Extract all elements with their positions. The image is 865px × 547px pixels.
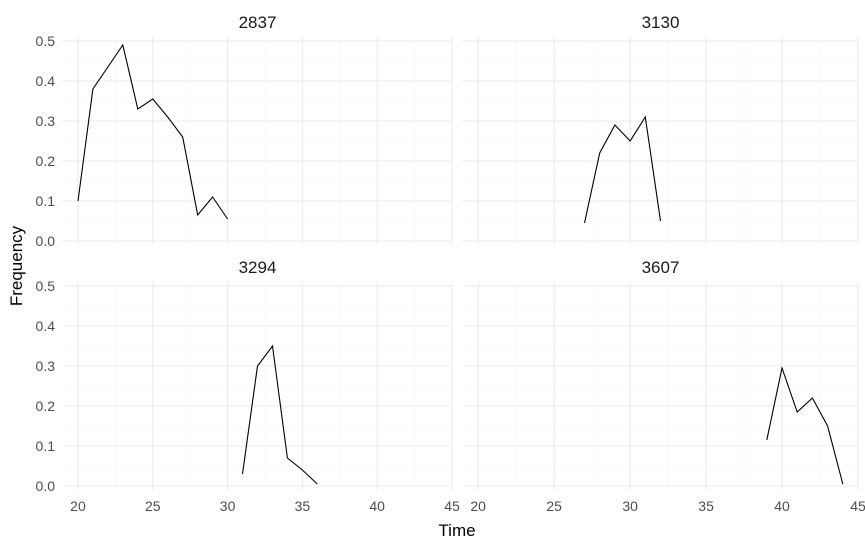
y-tick-label: 0.4 xyxy=(36,73,56,89)
series-line-3130 xyxy=(583,115,662,224)
facet-title: 3130 xyxy=(642,13,680,32)
y-tick-label: 0.0 xyxy=(36,233,56,249)
facet-panel-2837: 2837 0.0 0.1 0.2 0.3 0.4 0.5 xyxy=(36,13,453,249)
facet-title: 2837 xyxy=(239,13,277,32)
y-tick-label: 0.2 xyxy=(36,398,56,414)
x-tick-label: 40 xyxy=(369,498,385,514)
series-line-2837 xyxy=(77,43,229,220)
y-axis-title: Frequency xyxy=(7,225,26,306)
facet-panel-3607: 3607 20 25 30 35 40 45 xyxy=(463,258,865,514)
facet-panel-3130: 3130 xyxy=(463,13,859,245)
x-axis-title: Time xyxy=(438,521,475,540)
y-tick-label: 0.0 xyxy=(36,478,56,494)
series-line-3607 xyxy=(766,365,844,485)
y-tick-label: 0.1 xyxy=(36,438,56,454)
x-tick-label: 20 xyxy=(70,498,86,514)
y-tick-label: 0.3 xyxy=(36,113,56,129)
y-tick-label: 0.2 xyxy=(36,153,56,169)
y-tick-label: 0.1 xyxy=(36,193,56,209)
y-tick-label: 0.3 xyxy=(36,358,56,374)
facet-panel-3294: 3294 0.0 0.1 0.2 0.3 0.4 0.5 20 25 30 35 40 45 xyxy=(36,258,460,514)
y-tick-label: 0.4 xyxy=(36,318,56,334)
x-tick-label: 35 xyxy=(698,498,714,514)
x-tick-label: 45 xyxy=(850,498,865,514)
x-tick-label: 25 xyxy=(546,498,562,514)
facet-title: 3294 xyxy=(239,258,277,277)
x-tick-label: 25 xyxy=(145,498,161,514)
series-line-3294 xyxy=(241,344,318,485)
x-tick-label: 45 xyxy=(444,498,460,514)
x-tick-label: 30 xyxy=(622,498,638,514)
facet-title: 3607 xyxy=(642,258,680,277)
panels: 2837 0.0 0.1 0.2 0.3 0.4 0.5 3130 3294 0.0 0.1 0.2 0… xyxy=(36,13,865,514)
y-tick-label: 0.5 xyxy=(36,278,56,294)
x-tick-label: 20 xyxy=(470,498,486,514)
x-tick-label: 35 xyxy=(295,498,311,514)
x-tick-label: 30 xyxy=(220,498,236,514)
x-tick-label: 40 xyxy=(774,498,790,514)
y-tick-label: 0.5 xyxy=(36,33,56,49)
